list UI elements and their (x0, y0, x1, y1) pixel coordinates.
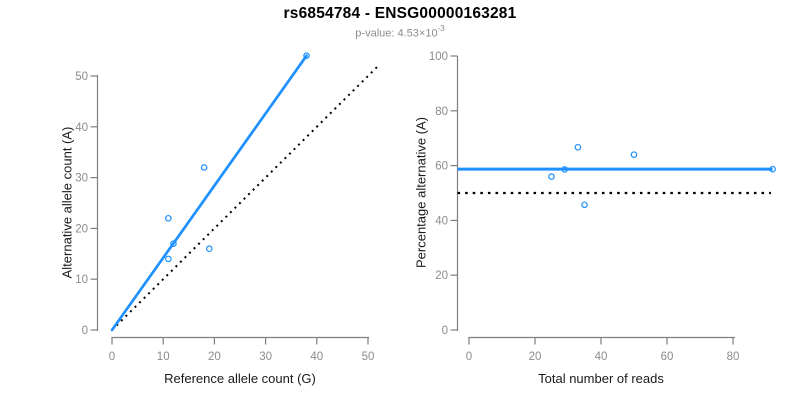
right-yaxis-title: Percentage alternative (A) (413, 116, 429, 269)
allele-counts-data-point (170, 240, 177, 247)
percentage-alternative-x-tick-label: 40 (595, 351, 608, 363)
pvalue-subtitle: p-value: 4.53×10-3 (0, 24, 800, 40)
percentage-alternative-x-tick-label: 20 (529, 351, 542, 363)
allele-counts-y-tick-label: 40 (75, 122, 88, 134)
allele-counts-y-tick-label: 50 (75, 71, 88, 83)
allele-counts-y-tick-label: 10 (75, 274, 88, 286)
left-xaxis-title: Reference allele count (G) (164, 371, 316, 386)
page-title: rs6854784 - ENSG00000163281 (283, 5, 517, 22)
percentage-alternative-y-tick-label: 100 (429, 51, 448, 63)
percentage-alternative-data-point (630, 151, 638, 158)
pvalue-exponent: -3 (437, 24, 445, 33)
percentage-alternative-y-tick-label: 20 (435, 270, 448, 282)
right-xaxis-title: Total number of reads (538, 371, 664, 386)
allele-counts-x-tick-label: 20 (208, 351, 221, 363)
allele-counts-x-tick-label: 40 (310, 351, 323, 363)
percentage-alternative-y-tick-label: 80 (435, 106, 448, 118)
allele-counts-x-tick-label: 10 (157, 351, 170, 363)
percentage-alternative-x-tick-label: 0 (466, 351, 472, 363)
allele-counts-data-point (303, 52, 310, 59)
allele-counts-data-point (205, 245, 213, 253)
percentage-alternative-x-tick-label: 80 (727, 351, 740, 363)
percentage-alternative-data-point (769, 165, 776, 173)
percentage-alternative-y-tick-label: 60 (435, 161, 448, 173)
left-yaxis-title: Alternative allele count (A) (59, 126, 75, 279)
allele-counts-identity-line (111, 65, 379, 331)
percentage-alternative-y-tick-label: 40 (435, 215, 448, 227)
percentage-alternative-x-tick-label: 60 (661, 351, 674, 363)
allele-counts-data-point (165, 255, 172, 263)
allele-counts-x-tick-label: 50 (362, 351, 375, 363)
allele-counts-x-tick-label: 30 (259, 351, 272, 363)
percentage-alternative-data-point (574, 143, 582, 151)
allele-counts-regression-line (110, 54, 308, 332)
allele-counts-x-tick-label: 0 (109, 351, 115, 363)
percentage-alternative-data-point (581, 201, 588, 209)
percentage-alternative-data-point (561, 166, 569, 173)
allele-counts-data-point (200, 164, 208, 171)
allele-counts-y-tick-label: 0 (82, 325, 88, 337)
percentage-alternative-y-tick-label: 0 (442, 325, 448, 337)
percentage-alternative-data-point (548, 173, 555, 180)
allele-counts-y-tick-label: 20 (75, 223, 88, 235)
pvalue-text: p-value: 4.53×10 (355, 27, 438, 40)
allele-counts-data-point (165, 214, 172, 222)
allele-counts-y-tick-label: 30 (75, 173, 88, 185)
